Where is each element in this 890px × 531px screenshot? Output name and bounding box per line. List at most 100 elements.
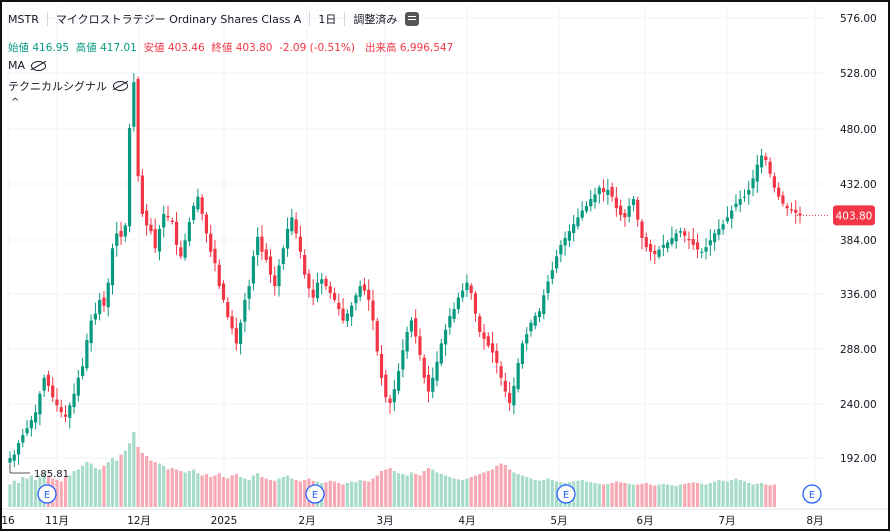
symbol-name: マイクロストラテジー Ordinary Shares Class A: [55, 13, 302, 26]
symbol-header: MSTR マイクロストラテジー Ordinary Shares Class A …: [8, 11, 420, 27]
candle-body: [431, 377, 435, 392]
earnings-event-label: E: [312, 490, 318, 501]
volume-bar: [614, 481, 618, 507]
volume-bar: [285, 475, 290, 507]
volume-bar: [196, 473, 200, 507]
candle-body: [670, 238, 674, 244]
volume-bar: [768, 485, 772, 507]
volume-bar: [730, 480, 734, 507]
candle-body: [486, 336, 490, 346]
candle-body: [653, 250, 657, 255]
volume-bar: [127, 443, 132, 507]
volume-bar: [606, 483, 610, 507]
candle-body: [619, 205, 623, 216]
candle-body: [89, 320, 93, 344]
candle-body: [623, 213, 627, 218]
menu-icon[interactable]: [405, 12, 420, 26]
candle-body: [238, 322, 243, 344]
price-tick-label: 432.00: [840, 179, 877, 191]
candle-body: [614, 197, 618, 209]
candle-body: [717, 228, 721, 235]
volume-bar: [448, 477, 452, 507]
candle-body: [490, 343, 495, 353]
candle-body: [221, 283, 226, 300]
volume-bar: [234, 474, 238, 507]
time-tick-label: 8月: [806, 515, 823, 527]
earnings-event-label: E: [563, 490, 569, 501]
candle-body: [311, 289, 315, 298]
volume-bar: [21, 477, 25, 507]
volume-bar: [162, 465, 166, 507]
candle-body: [755, 164, 759, 182]
adjustment-button[interactable]: 調整済み: [353, 13, 398, 26]
volume-bar: [708, 483, 712, 507]
volume-bar: [192, 469, 196, 507]
candle-body: [563, 238, 567, 246]
candle-body: [520, 343, 525, 365]
divider: [46, 12, 48, 26]
time-tick-label: 16: [2, 515, 15, 527]
volume-bar: [695, 483, 700, 507]
candle-body: [123, 225, 127, 237]
candle-body: [794, 209, 798, 213]
earnings-event-label: E: [44, 490, 50, 501]
volume-bar: [238, 477, 243, 507]
candle-body: [589, 199, 593, 207]
volume-bar: [153, 462, 157, 507]
price-axis: 576.00 528.00 480.00 432.00 384.00 336.00 288.…: [840, 13, 877, 465]
volume-bar: [221, 477, 226, 507]
volume-bar: [755, 483, 759, 507]
volume-bar: [170, 468, 174, 507]
volume-bar: [123, 450, 127, 507]
volume-bar: [273, 480, 277, 507]
candle-body: [68, 405, 72, 418]
interval-button[interactable]: 1日: [318, 13, 337, 26]
volume-bar: [721, 480, 725, 507]
volume-bar: [623, 483, 627, 507]
volume-bar: [166, 469, 170, 507]
candle-body: [21, 435, 25, 443]
candle-body: [691, 238, 695, 245]
candle-body: [601, 188, 606, 193]
volume-bar: [93, 468, 98, 507]
eye-hidden-icon[interactable]: [113, 81, 128, 91]
symbol-ticker[interactable]: MSTR: [8, 12, 39, 26]
candle-body: [174, 221, 179, 245]
volume-bar: [157, 463, 162, 507]
candle-body: [687, 238, 691, 241]
price-tick-label: 528.00: [840, 68, 877, 80]
candle-body: [503, 380, 507, 392]
candle-body: [51, 385, 55, 398]
candle-body: [264, 249, 268, 260]
volume-bar: [294, 480, 298, 507]
indicator-ma[interactable]: MA: [8, 59, 47, 72]
candle-body: [277, 265, 281, 287]
candle-body: [465, 282, 469, 291]
volume-bar: [725, 481, 730, 507]
volume-bar: [678, 484, 683, 507]
volume-bar: [580, 480, 584, 507]
candle-body: [584, 205, 589, 212]
candle-body: [593, 194, 597, 203]
candle-body: [371, 300, 375, 321]
candle-body: [213, 248, 217, 264]
collapse-chevron-icon[interactable]: ^: [11, 97, 20, 108]
candle-body: [456, 297, 460, 310]
candle-body: [375, 321, 379, 352]
volume-bar: [610, 483, 614, 507]
candle-body: [204, 214, 209, 234]
candle-body: [345, 313, 349, 322]
indicator-signal[interactable]: テクニカルシグナル: [8, 78, 128, 94]
volume-bar: [435, 472, 439, 507]
candle-body: [273, 275, 277, 287]
candle-body: [320, 279, 324, 284]
candle-body: [405, 331, 409, 352]
eye-hidden-icon[interactable]: [31, 60, 47, 71]
time-axis: 16 11月 12月 2025 2月 3月 4月 5月 6月 7月 8月: [2, 508, 888, 527]
candle-body: [734, 203, 738, 208]
candle-body: [777, 187, 781, 197]
volume-bar: [601, 484, 606, 507]
price-tick-label: 288.00: [840, 344, 877, 356]
candle-body: [781, 195, 785, 204]
